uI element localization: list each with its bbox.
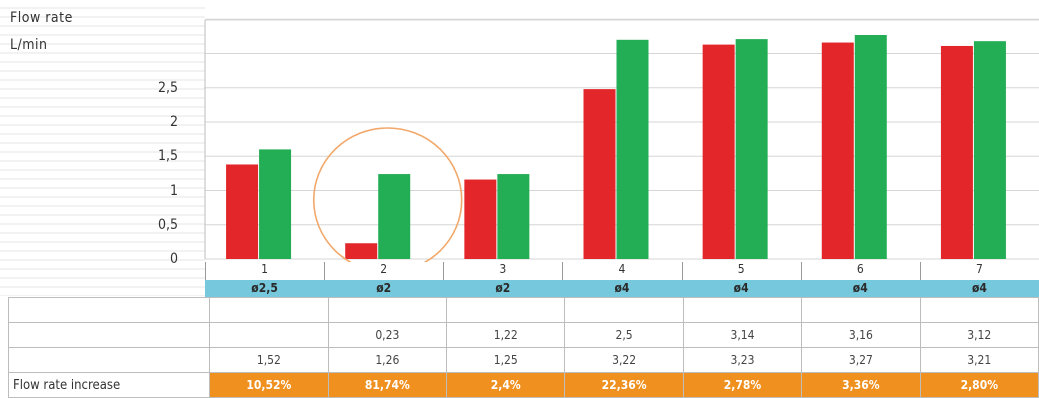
- bar-green-2: [378, 174, 411, 259]
- y-axis-label-line1: Flow rate: [10, 10, 73, 26]
- row-label: Flow rate increase: [7, 372, 211, 398]
- category-separator: [443, 262, 445, 280]
- table-cell: [801, 297, 921, 323]
- y-axis-label-line2: L/min: [10, 37, 48, 53]
- table-cell: [209, 297, 329, 323]
- table-cell: 2,78%: [682, 372, 803, 398]
- table-cell: 3,14: [682, 322, 803, 348]
- table-cell: 1,52: [209, 347, 329, 373]
- table-cell: 1,25: [446, 347, 566, 373]
- bar-red-1: [226, 164, 259, 259]
- table-cell: [682, 297, 803, 323]
- table-cell: 3,22: [564, 347, 684, 373]
- table-cell: 22,36%: [564, 372, 684, 398]
- bar-green-4: [616, 39, 649, 259]
- table-row: 0,23 1,22 2,5 3,14 3,16 3,12: [7, 322, 1039, 348]
- row-label: [7, 347, 211, 373]
- category-number: 1: [261, 262, 268, 276]
- y-tick-label: 0,5: [157, 216, 178, 233]
- bar-red-7: [940, 45, 973, 260]
- data-table: 0,23 1,22 2,5 3,14 3,16 3,12 1,52 1,26 1,25 3,22 3…: [7, 297, 1039, 398]
- category-number: 3: [499, 262, 507, 276]
- table-cell: 3,27: [801, 347, 921, 373]
- table-cell: [446, 297, 566, 323]
- bar-red-5: [702, 44, 735, 259]
- category-number: 6: [856, 262, 864, 276]
- y-tick-label: 1: [169, 182, 178, 199]
- table-cell: 2,5: [564, 322, 684, 348]
- category-separator: [205, 262, 206, 280]
- table-cell: 3,16: [801, 322, 921, 348]
- table-cell: 81,74%: [327, 372, 448, 398]
- table-cell: [919, 297, 1039, 323]
- row-label: [7, 322, 211, 348]
- category-separator: [681, 262, 683, 280]
- bar-red-6: [821, 42, 854, 259]
- table-row: [7, 297, 1039, 323]
- category-separator: [919, 262, 921, 280]
- table-cell: 3,21: [919, 347, 1039, 373]
- table-cell: [209, 322, 329, 348]
- table-cell: [564, 297, 684, 323]
- bar-green-7: [973, 41, 1006, 259]
- diameter-label: ø4: [614, 281, 630, 295]
- table-cell: 1,26: [327, 347, 448, 373]
- bar-red-4: [583, 89, 616, 260]
- diameter-label: ø4: [971, 281, 987, 295]
- table-cell: 2,4%: [446, 372, 566, 398]
- table-row: 1,52 1,26 1,25 3,22 3,23 3,27 3,21: [7, 347, 1039, 373]
- diameter-band: [205, 280, 1039, 297]
- category-number: 7: [975, 262, 983, 276]
- y-tick-label: 2,5: [157, 79, 178, 96]
- label-area-background: [0, 0, 205, 296]
- y-tick-label: 1,5: [157, 148, 178, 165]
- bar-green-5: [735, 39, 768, 259]
- category-separator: [324, 262, 326, 280]
- bar-green-6: [854, 35, 887, 259]
- table-cell: [327, 297, 448, 323]
- table-row: Flow rate increase 10,52% 81,74% 2,4% 22,36%…: [7, 372, 1039, 398]
- bar-green-1: [259, 149, 292, 259]
- table-cell: 3,12: [919, 322, 1039, 348]
- table-cell: 1,22: [446, 322, 566, 348]
- table-cell: 2,80%: [919, 372, 1039, 398]
- y-tick-label: 0: [169, 251, 178, 267]
- category-number: 4: [618, 262, 626, 276]
- category-separator: [800, 262, 802, 280]
- category-separator: [562, 262, 564, 280]
- y-tick-label: 2: [169, 114, 178, 130]
- diameter-label: ø2: [495, 281, 511, 295]
- diameter-label: ø4: [733, 281, 749, 295]
- category-number: 5: [737, 262, 745, 276]
- diameter-label: ø2: [376, 281, 392, 295]
- table-cell: 0,23: [327, 322, 448, 348]
- highlight-circle: [312, 127, 463, 262]
- diameter-label: ø2,5: [251, 281, 278, 295]
- bar-green-3: [497, 174, 530, 259]
- bar-red-3: [464, 179, 497, 259]
- flow-rate-bar-chart: [204, 18, 1039, 262]
- category-number: 2: [380, 262, 388, 276]
- table-cell: 10,52%: [209, 372, 329, 398]
- table-cell: 3,36%: [801, 372, 921, 398]
- row-label: [7, 297, 211, 323]
- table-cell: 3,23: [682, 347, 803, 373]
- bar-red-2: [345, 243, 378, 259]
- diameter-label: ø4: [852, 281, 868, 295]
